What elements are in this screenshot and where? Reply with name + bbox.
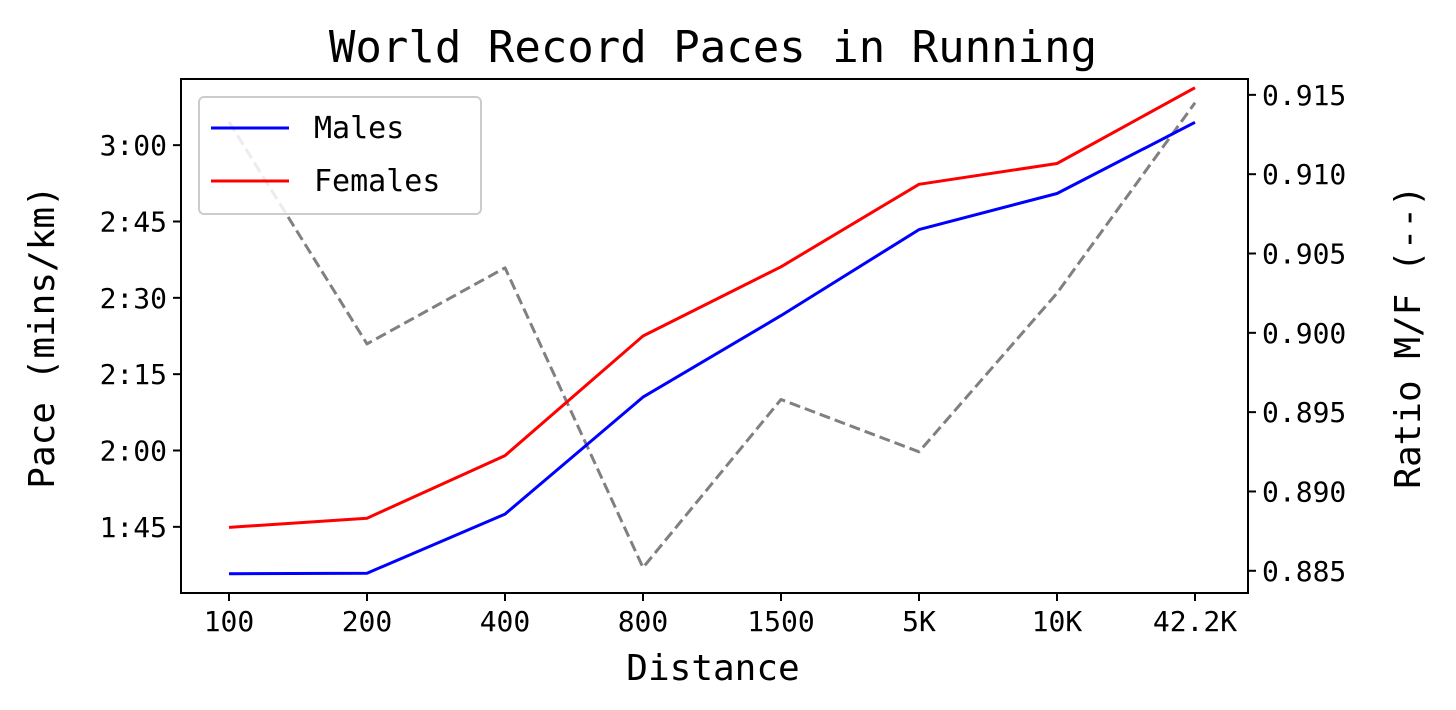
- plot-area-frame: [180, 78, 1249, 594]
- chart-title: World Record Paces in Running: [329, 22, 1097, 73]
- x-tick-label: 10K: [1032, 605, 1083, 638]
- x-tick-label: 400: [480, 605, 531, 638]
- y-left-tick-label: 2:00: [100, 435, 167, 468]
- y-right-tick-label: 0.885: [1262, 555, 1346, 588]
- x-tick-label: 100: [204, 605, 255, 638]
- legend: Males Females: [198, 96, 482, 215]
- y-right-tick-label: 0.900: [1262, 317, 1346, 350]
- legend-label-females: Females: [314, 164, 440, 199]
- y-axis-left-label: Pace (mins/km): [22, 185, 63, 488]
- y-axis-left: 1:45 2:00 2:15 2:30 2:45 3:00: [100, 129, 181, 544]
- y-right-tick-label: 0.895: [1262, 396, 1346, 429]
- y-axis-right-label: Ratio M/F (--): [1388, 185, 1429, 488]
- y-left-tick-label: 2:15: [100, 358, 167, 391]
- series-line-females: [228, 86, 1196, 529]
- y-right-tick-label: 0.910: [1262, 158, 1346, 191]
- legend-label-males: Males: [314, 111, 404, 146]
- y-left-tick-label: 2:30: [100, 282, 167, 315]
- x-tick-label: 5K: [902, 605, 936, 638]
- legend-box: [198, 96, 482, 215]
- y-left-tick-label: 2:45: [100, 205, 167, 238]
- x-axis-label: Distance: [626, 648, 799, 689]
- y-left-tick-label: 1:45: [100, 511, 167, 544]
- x-tick-label: 200: [342, 605, 393, 638]
- y-right-tick-label: 0.915: [1262, 79, 1346, 112]
- y-axis-right: 0.885 0.890 0.895 0.900 0.905 0.910 0.915: [1248, 79, 1346, 588]
- series-line-males: [228, 120, 1196, 576]
- x-tick-label: 42.2K: [1153, 605, 1237, 638]
- y-right-tick-label: 0.905: [1262, 238, 1346, 271]
- series-line-ratio: [227, 101, 1197, 570]
- x-axis: 100 200 400 800 1500 5K 10K 42.2K: [204, 593, 1237, 638]
- x-tick-label: 800: [618, 605, 669, 638]
- y-right-tick-label: 0.890: [1262, 475, 1346, 508]
- series-layer: [227, 86, 1197, 576]
- y-left-tick-label: 3:00: [100, 129, 167, 162]
- x-tick-label: 1500: [747, 605, 814, 638]
